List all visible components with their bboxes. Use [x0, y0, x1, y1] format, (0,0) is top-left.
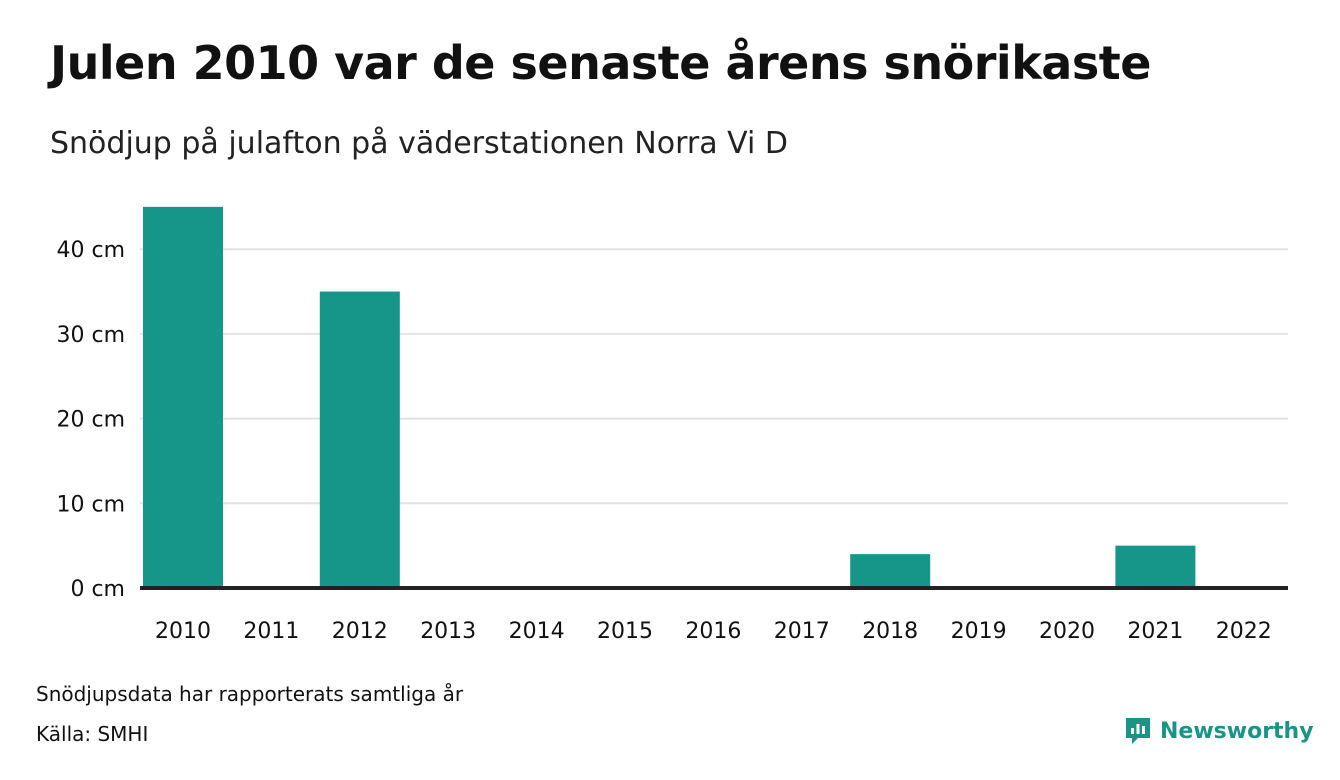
- bars: [143, 206, 1196, 588]
- x-tick-label: 2010: [155, 619, 211, 644]
- x-tick-label: 2014: [509, 619, 565, 644]
- x-tick-label: 2020: [1039, 619, 1095, 644]
- newsworthy-logo-icon: [1126, 718, 1150, 744]
- x-tick-label: 2016: [685, 619, 741, 644]
- x-tick-label: 2013: [420, 619, 476, 644]
- y-tick-label: 40 cm: [56, 238, 125, 263]
- source-credit: Källa: SMHI: [36, 722, 149, 746]
- y-tick-label: 30 cm: [56, 323, 125, 348]
- x-axis-ticks: 2010 2011 2012 2013 2014 2015 2016 2017 2018 2019…: [155, 619, 1272, 644]
- x-tick-label: 2012: [332, 619, 388, 644]
- x-tick-label: 2022: [1216, 619, 1272, 644]
- y-tick-label: 0 cm: [70, 577, 125, 602]
- brand-name: Newsworthy: [1160, 718, 1314, 744]
- y-axis-ticks: 0 cm 10 cm 20 cm 30 cm 40 cm: [56, 238, 125, 602]
- bar-2021: [1115, 545, 1196, 588]
- x-tick-label: 2017: [774, 619, 830, 644]
- x-tick-label: 2011: [243, 619, 299, 644]
- chart-title: Julen 2010 var de senaste årens snörikas…: [50, 36, 1151, 90]
- x-tick-label: 2019: [951, 619, 1007, 644]
- brand-logo: Newsworthy: [1124, 716, 1314, 746]
- y-tick-label: 20 cm: [56, 408, 125, 433]
- chart-subtitle: Snödjup på julafton på väderstationen No…: [50, 126, 788, 161]
- x-tick-label: 2021: [1127, 619, 1183, 644]
- x-tick-label: 2018: [862, 619, 918, 644]
- bar-2012: [319, 291, 400, 588]
- bar-2010: [143, 206, 223, 588]
- footnote: Snödjupsdata har rapporterats samtliga å…: [36, 682, 464, 706]
- gridlines: [140, 248, 1288, 505]
- x-tick-label: 2015: [597, 619, 653, 644]
- bar-2018: [850, 554, 931, 588]
- y-tick-label: 10 cm: [56, 492, 125, 517]
